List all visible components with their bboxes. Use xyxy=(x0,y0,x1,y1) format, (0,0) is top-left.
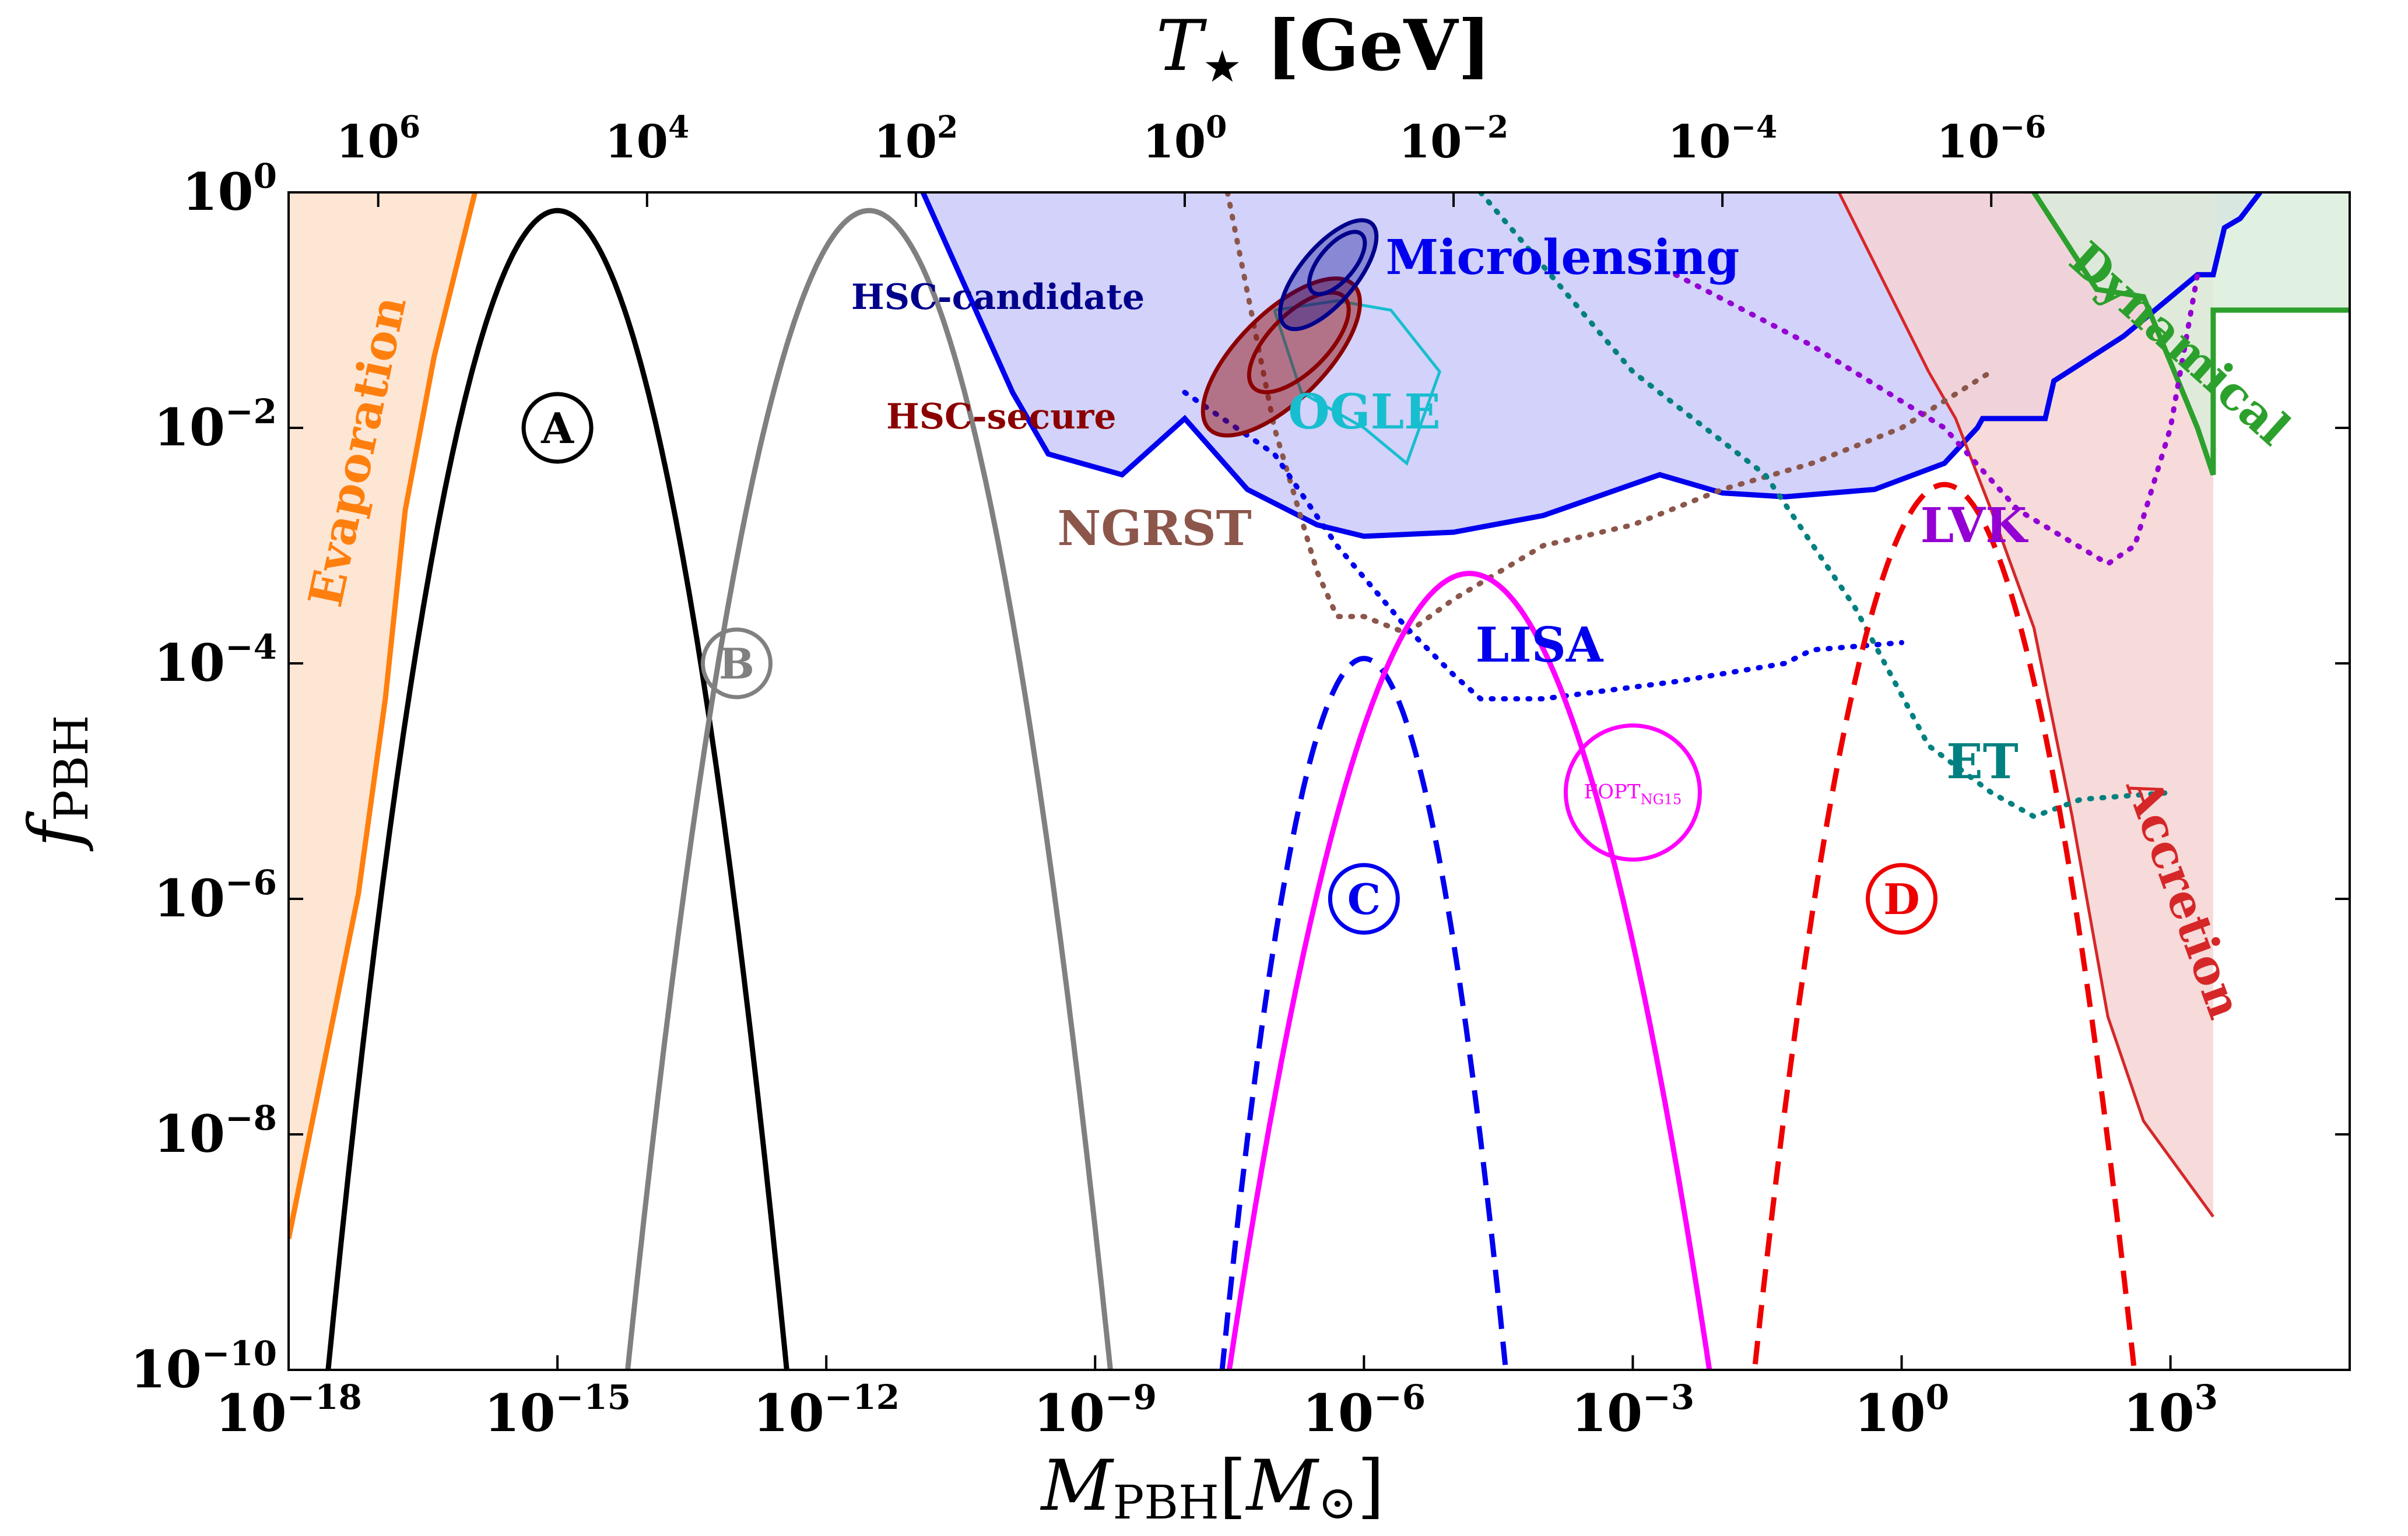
top-tick-label: 10−2 xyxy=(1399,110,1508,168)
ngrst-line xyxy=(1224,192,1994,637)
y-tick-label: 100 xyxy=(182,156,277,222)
label-hsc-secure: HSC-secure xyxy=(886,396,1117,437)
fopt-circle xyxy=(1563,723,1702,862)
circle-letter-d: D xyxy=(1883,874,1919,924)
circle-letter-a: A xyxy=(540,403,574,453)
circle-letter-b: B xyxy=(719,639,754,688)
circle-label-d xyxy=(1866,863,1938,935)
label-ogle: OGLE xyxy=(1288,384,1441,440)
curve-b xyxy=(625,208,1113,1370)
accretion-line xyxy=(1837,192,2214,1218)
circle-letter-c: C xyxy=(1347,874,1381,924)
evaporation-line xyxy=(289,192,478,1239)
x-tick-label: 10−9 xyxy=(1034,1377,1157,1443)
fopt-label: FOPTNG15 xyxy=(1584,781,1682,808)
y-tick-label: 10−10 xyxy=(130,1334,277,1400)
x-tick-label: 10−15 xyxy=(484,1377,631,1443)
top-tick-label: 10−4 xyxy=(1668,110,1777,168)
plot-frame xyxy=(287,191,2351,1371)
top-tick-label: 106 xyxy=(336,110,420,168)
top-tick-label: 100 xyxy=(1143,110,1227,168)
lisa-line xyxy=(1182,389,1904,702)
top-axis-title: T★ [GeV] xyxy=(1156,5,1491,92)
label-lisa: LISA xyxy=(1476,617,1604,673)
circle-label-a xyxy=(521,392,594,464)
et-line xyxy=(1477,192,2174,820)
top-tick-label: 104 xyxy=(605,110,689,168)
curve-d xyxy=(1751,481,2137,1370)
circle-label-b xyxy=(700,627,773,700)
dynamical-line xyxy=(2031,192,2350,476)
curve-a xyxy=(325,208,789,1370)
x-tick-label: 10−3 xyxy=(1571,1377,1694,1443)
label-microlensing: Microlensing xyxy=(1386,230,1740,286)
label-ngrst: NGRST xyxy=(1057,501,1251,557)
circle-label-c xyxy=(1328,863,1400,935)
hsc-candidate-contour-inner xyxy=(1307,230,1367,297)
top-tick-label: 102 xyxy=(874,110,959,168)
label-lvk: LVK xyxy=(1921,498,2029,554)
y-tick-label: 10−4 xyxy=(154,627,277,693)
label-hsc-candidate: HSC-candidate xyxy=(851,277,1145,318)
y-tick-label: 10−2 xyxy=(154,392,277,458)
accretion-fill xyxy=(1839,192,2213,1217)
curve-fopt xyxy=(1226,571,1712,1370)
y-tick-label: 10−8 xyxy=(154,1098,277,1164)
x-axis-title: MPBH[M⊙] xyxy=(1040,1446,1385,1530)
y-axis-title: fPBH xyxy=(15,715,99,852)
x-tick-label: 103 xyxy=(2123,1377,2218,1443)
curve-c xyxy=(1219,656,1509,1370)
lvk-line xyxy=(1673,272,2200,567)
y-tick-label: 10−6 xyxy=(154,863,277,929)
label-et: ET xyxy=(1946,734,2019,790)
top-tick-label: 10−6 xyxy=(1936,110,2046,168)
dynamical-fill xyxy=(2034,192,2350,475)
x-tick-label: 10−18 xyxy=(215,1377,362,1443)
evaporation-fill xyxy=(289,192,475,1370)
x-tick-label: 10−6 xyxy=(1303,1377,1426,1443)
hsc-candidate-contour-outer xyxy=(1278,218,1379,332)
x-tick-label: 10−12 xyxy=(753,1377,900,1443)
x-tick-label: 100 xyxy=(1854,1377,1949,1443)
